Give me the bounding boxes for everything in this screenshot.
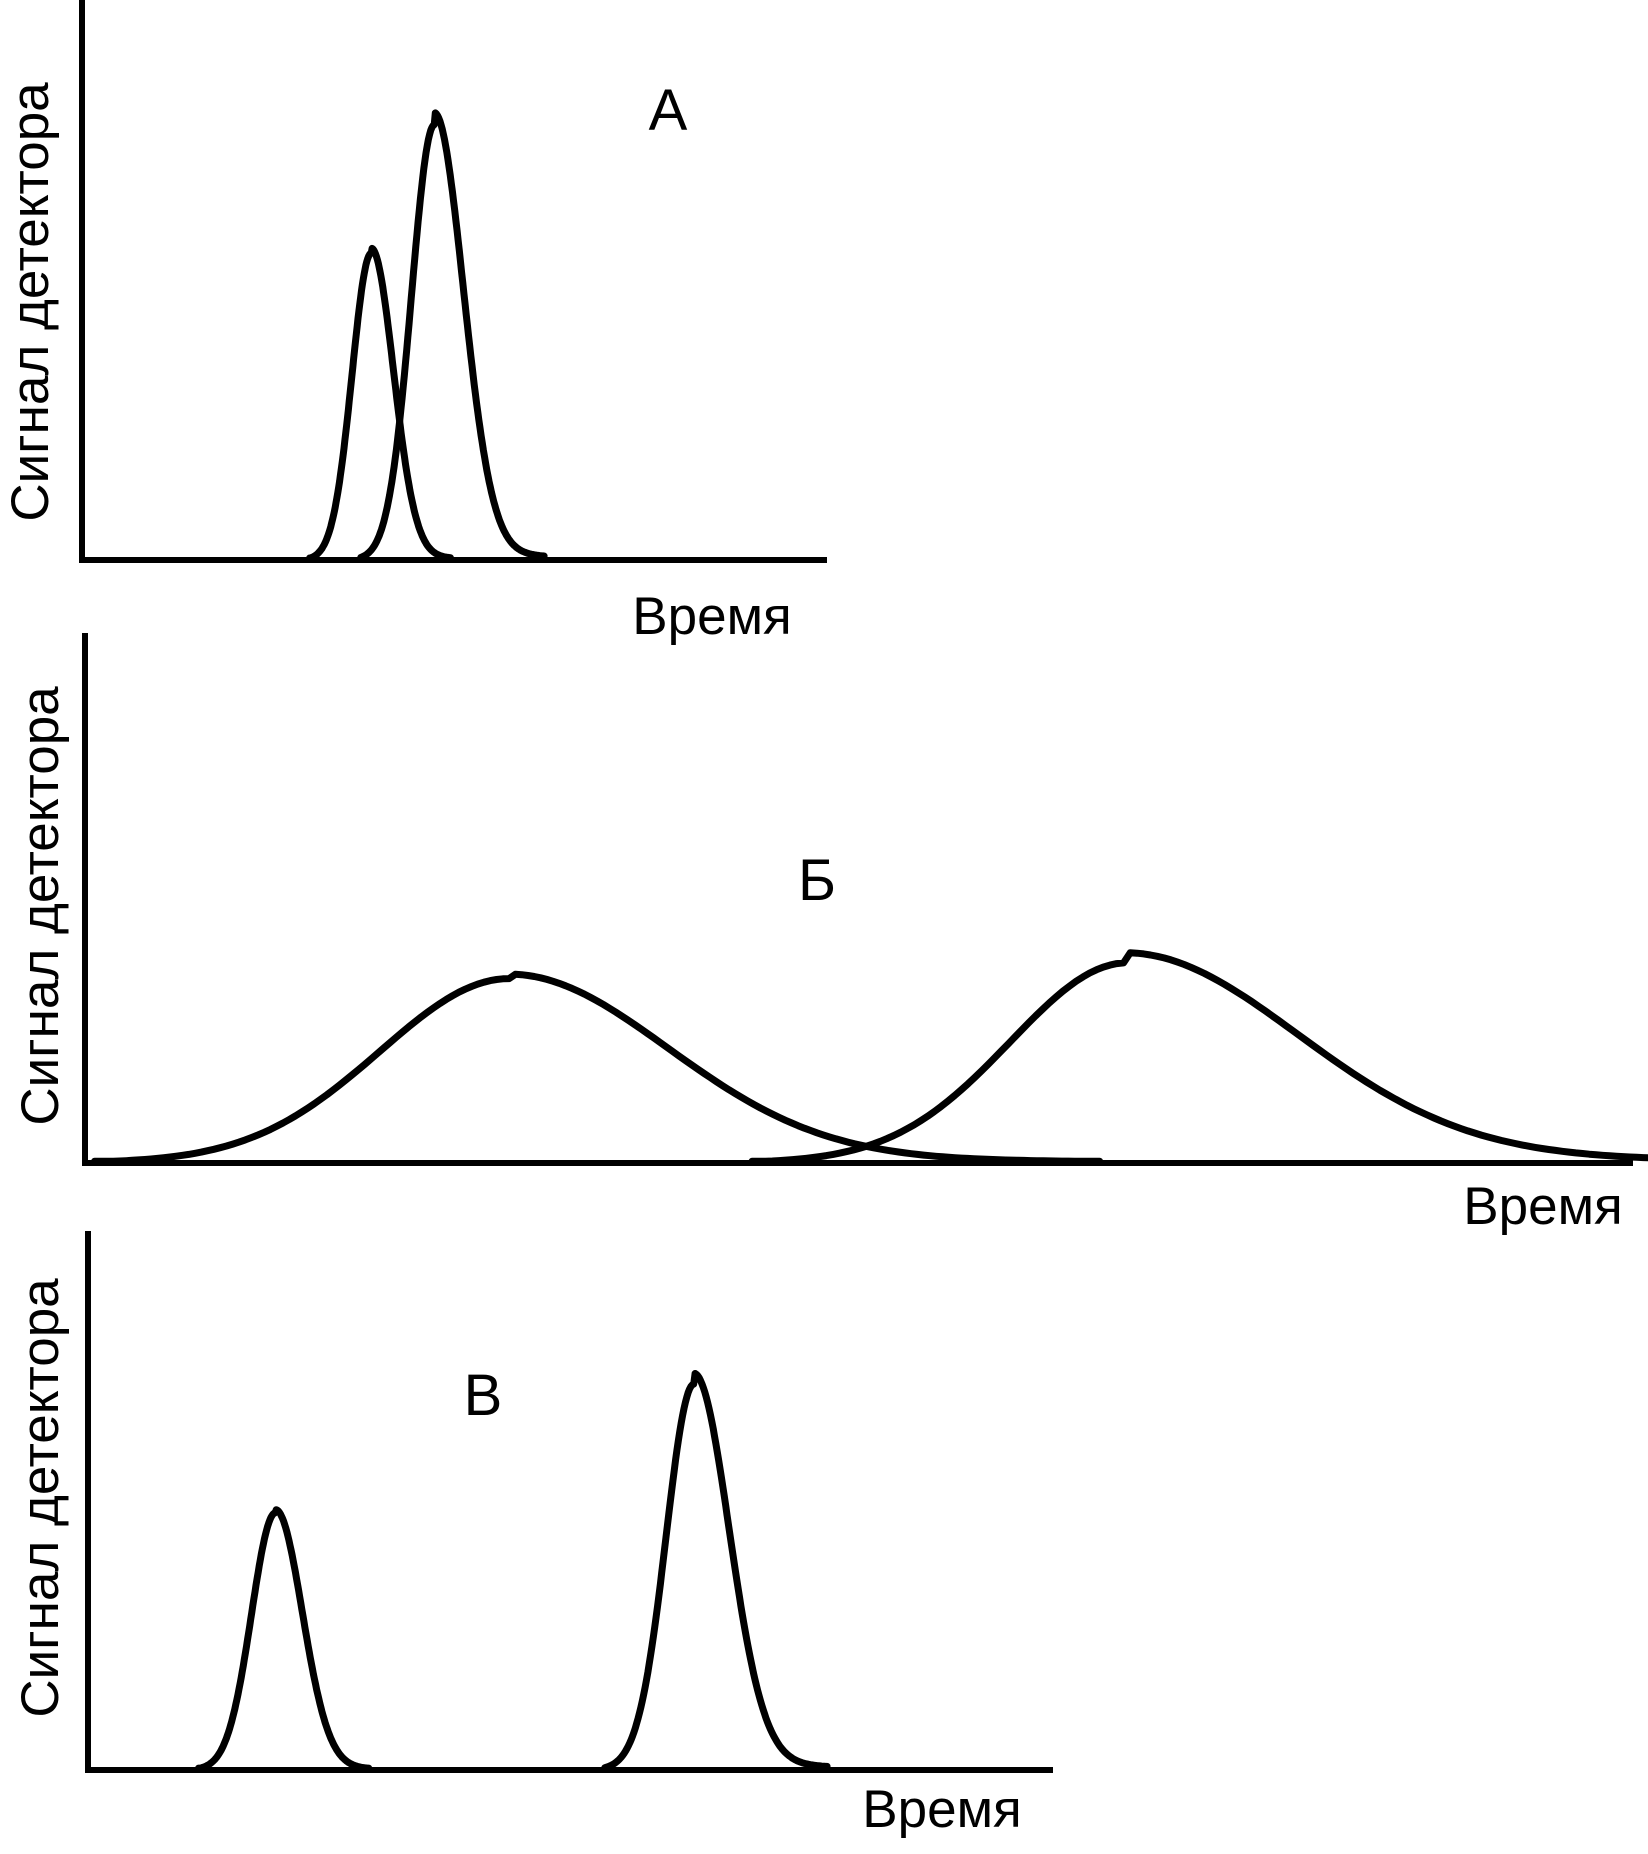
panel-c-xlabel: Время (862, 1780, 1021, 1839)
panel-a-xlabel: Время (632, 587, 791, 646)
peak-curve-2 (601, 1370, 831, 1772)
panel-b-peaks (91, 949, 1648, 1165)
peak-curve-2 (748, 949, 1648, 1165)
peak-curve-1 (91, 970, 1104, 1165)
peak-curve-1 (306, 244, 454, 562)
panel-b-ylabel: Сигнал детектора (11, 686, 70, 1126)
panel-c-peaks (195, 1370, 831, 1772)
panel-c: В Сигнал детектора Время (11, 1231, 1053, 1839)
panel-a-peaks (306, 109, 548, 562)
panel-a: А Сигнал детектора Время (1, 0, 827, 646)
panel-c-ylabel: Сигнал детектора (11, 1278, 70, 1718)
panel-c-label: В (464, 1363, 503, 1428)
panel-a-ylabel: Сигнал детектора (1, 82, 60, 522)
peak-curve-2 (357, 109, 548, 561)
panel-b: Б Сигнал детектора Время (11, 633, 1648, 1236)
panel-a-label: А (649, 78, 688, 143)
panel-b-xlabel: Время (1463, 1177, 1622, 1236)
peak-curve-1 (195, 1506, 373, 1772)
panel-b-label: Б (798, 848, 836, 913)
